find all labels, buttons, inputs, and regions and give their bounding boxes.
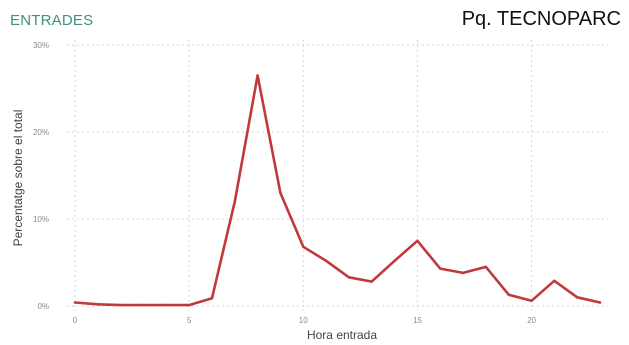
x-tick-label: 20 (527, 316, 536, 325)
y-axis-label: Percentatge sobre el total (11, 110, 25, 247)
x-axis-label: Hora entrada (307, 328, 377, 342)
data-point (96, 303, 100, 306)
location-title: Pq. TECNOPARC (461, 8, 621, 30)
data-point (575, 296, 579, 299)
data-point (256, 74, 259, 77)
data-point (393, 259, 396, 262)
y-tick-label: 30% (33, 41, 49, 50)
series-layer (73, 74, 602, 307)
data-point (142, 303, 145, 307)
data-point (461, 271, 465, 275)
y-tick-label: 10% (33, 215, 49, 224)
series-line (73, 74, 602, 307)
data-point (484, 265, 488, 269)
x-tick-label: 10 (299, 316, 308, 325)
section-title: ENTRADES (10, 12, 94, 29)
data-point (530, 299, 533, 302)
x-tick-label: 15 (413, 316, 422, 325)
data-point (187, 303, 191, 307)
data-point (210, 296, 214, 300)
data-point (73, 301, 77, 304)
tick-labels: 0% 10% 20% 30% 0 5 10 15 20 (33, 41, 537, 325)
data-point (439, 267, 442, 270)
data-point (553, 279, 556, 282)
data-point (119, 303, 122, 307)
data-point (324, 259, 328, 262)
data-point (507, 293, 510, 296)
data-point (233, 200, 236, 203)
x-tick-label: 0 (73, 316, 78, 325)
x-tick-label: 5 (187, 316, 192, 325)
data-point (598, 301, 602, 304)
y-tick-label: 0% (37, 302, 49, 311)
data-point (165, 303, 168, 307)
data-point (347, 276, 351, 279)
data-point (416, 239, 419, 242)
y-tick-label: 20% (33, 128, 49, 137)
data-point (302, 245, 305, 249)
grid-lines (67, 40, 608, 311)
data-point (370, 280, 373, 283)
data-point (279, 191, 282, 195)
